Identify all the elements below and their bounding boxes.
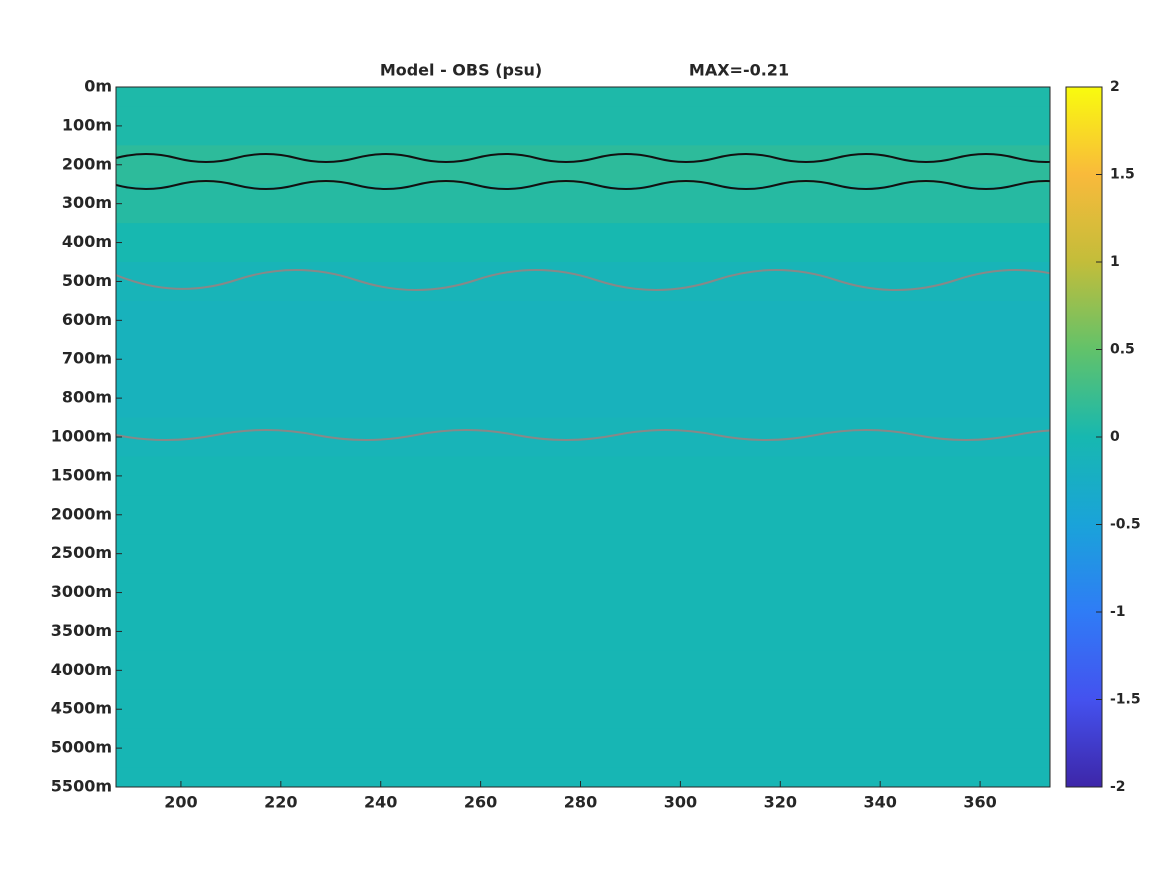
y-tick-label: 100m xyxy=(62,115,112,134)
field-band xyxy=(116,417,1050,457)
field-band xyxy=(116,728,1050,769)
field-band xyxy=(116,339,1050,380)
field-band xyxy=(116,184,1050,224)
colorbar-tick-label: -1 xyxy=(1110,604,1126,620)
field-band xyxy=(116,650,1050,691)
chart-title: Model - OBS (psu) xyxy=(380,61,542,80)
y-tick-label: 5500m xyxy=(51,777,112,796)
y-tick-label: 400m xyxy=(62,232,112,251)
y-tick-label: 2000m xyxy=(51,504,112,523)
x-tick-label: 320 xyxy=(764,793,797,812)
x-tick-label: 280 xyxy=(564,793,597,812)
y-tick-label: 3500m xyxy=(51,621,112,640)
x-tick-label: 360 xyxy=(963,793,996,812)
colorbar-tick-label: 0 xyxy=(1110,429,1120,445)
y-tick-label: 1500m xyxy=(51,465,112,484)
field xyxy=(116,87,1050,787)
field-band xyxy=(116,612,1050,652)
y-tick-label: 300m xyxy=(62,193,112,212)
y-tick-label: 800m xyxy=(62,388,112,407)
chart-subtitle: MAX=-0.21 xyxy=(689,61,789,80)
field-band xyxy=(116,534,1050,574)
x-tick-label: 220 xyxy=(264,793,297,812)
contour-line xyxy=(116,429,1050,441)
field-band xyxy=(116,767,1050,787)
field-band xyxy=(116,262,1050,302)
x-tick-label: 300 xyxy=(664,793,697,812)
field-band xyxy=(116,456,1050,496)
y-tick-label: 3000m xyxy=(51,582,112,601)
y-tick-label: 200m xyxy=(62,154,112,173)
contour-line xyxy=(116,153,1050,163)
colorbar-tick-label: -2 xyxy=(1110,779,1126,795)
y-tick-label: 4000m xyxy=(51,660,112,679)
colorbar-tick-label: 0.5 xyxy=(1110,342,1135,358)
contours xyxy=(116,153,1050,441)
field-band xyxy=(116,300,1050,341)
field-band xyxy=(116,87,1050,107)
colorbar-tick-label: -1.5 xyxy=(1110,692,1141,708)
field-band xyxy=(116,573,1050,613)
field-band xyxy=(116,145,1050,185)
field-band xyxy=(116,106,1050,146)
colorbar-tick-label: 1 xyxy=(1110,254,1120,270)
y-tick-label: 700m xyxy=(62,349,112,368)
x-tick-label: 260 xyxy=(464,793,497,812)
colorbar-tick-label: 2 xyxy=(1110,79,1120,95)
y-tick-label: 4500m xyxy=(51,699,112,718)
colorbar-tick-label: -0.5 xyxy=(1110,517,1141,533)
field-band xyxy=(116,689,1050,730)
colorbar-tick-label: 1.5 xyxy=(1110,167,1135,183)
field-band xyxy=(116,223,1050,263)
y-tick-label: 2500m xyxy=(51,543,112,562)
field-band xyxy=(116,378,1050,419)
x-tick-label: 240 xyxy=(364,793,397,812)
contour-line xyxy=(116,180,1050,190)
contour-line xyxy=(116,269,1050,291)
y-tick-label: 0m xyxy=(84,77,112,96)
x-tick-label: 340 xyxy=(863,793,896,812)
y-tick-label: 1000m xyxy=(51,427,112,446)
y-tick-label: 600m xyxy=(62,310,112,329)
y-tick-label: 5000m xyxy=(51,738,112,757)
field-band xyxy=(116,495,1050,535)
x-tick-label: 200 xyxy=(164,793,197,812)
y-tick-label: 500m xyxy=(62,271,112,290)
